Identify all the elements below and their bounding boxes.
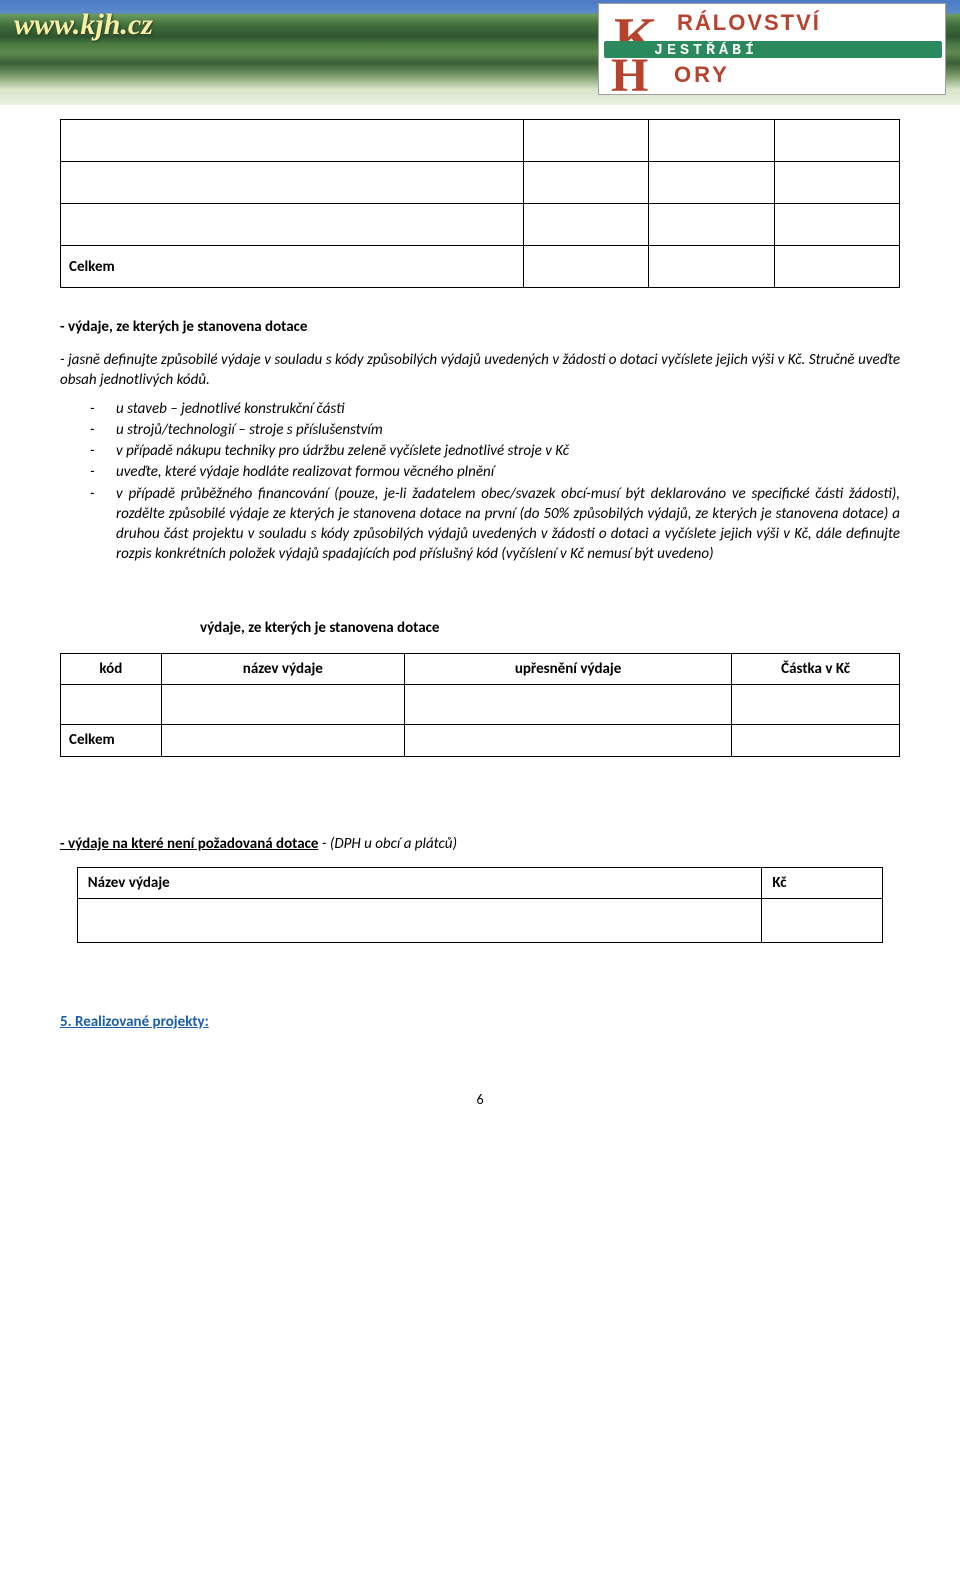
col-nazev-vydaje: Název výdaje: [77, 867, 762, 898]
list-item: u staveb – jednotlivé konstrukční části: [90, 399, 900, 419]
table-header-row: kód název výdaje upřesnění výdaje Částka…: [61, 653, 900, 684]
cell-celkem: Celkem: [61, 724, 162, 756]
section-5-heading: 5. Realizované projekty:: [60, 1013, 900, 1031]
col-kc: Kč: [762, 867, 883, 898]
logo-text-kralovstvi: RÁLOVSTVÍ: [677, 10, 821, 36]
list-item: v případě průběžného financování (pouze,…: [90, 484, 900, 565]
logo-text-jestrabi: JESTŘÁBÍ: [654, 42, 758, 59]
header-banner: www.kjh.cz K RÁLOVSTVÍ JESTŘÁBÍ H ORY: [0, 0, 960, 105]
logo-letter-h: H: [611, 48, 648, 103]
table-row: [61, 684, 900, 724]
col-kod: kód: [61, 653, 162, 684]
list-item: uveďte, které výdaje hodláte realizovat …: [90, 462, 900, 482]
expense-table-title: výdaje, ze kterých je stanovena dotace: [60, 619, 900, 637]
section-vydaje-heading: - výdaje, ze kterých je stanovena dotace: [60, 318, 900, 336]
table-row: [77, 898, 882, 942]
col-upresneni: upřesnění výdaje: [404, 653, 731, 684]
cell-celkem: Celkem: [61, 246, 524, 288]
list-item: u strojů/technologií – stroje s přísluše…: [90, 420, 900, 440]
page-content: Celkem - výdaje, ze kterých je stanovena…: [0, 105, 960, 1138]
table-row: [61, 120, 900, 162]
col-nazev: název výdaje: [161, 653, 404, 684]
section-nepozadovana: - výdaje na které není požadovaná dotace…: [60, 835, 900, 853]
logo-box: K RÁLOVSTVÍ JESTŘÁBÍ H ORY: [598, 3, 946, 95]
nepoz-italic: - (DPH u obcí a plátců): [322, 835, 457, 853]
top-table: Celkem: [60, 119, 900, 288]
intro-paragraph: - jasně definujte způsobilé výdaje v sou…: [60, 350, 900, 391]
table-row-celkem: Celkem: [61, 246, 900, 288]
logo-text-ory: ORY: [674, 62, 730, 88]
list-item: v případě nákupu techniky pro údržbu zel…: [90, 441, 900, 461]
table-row: [61, 204, 900, 246]
page-number: 6: [60, 1091, 900, 1108]
col-castka: Částka v Kč: [732, 653, 900, 684]
table-row-celkem: Celkem: [61, 724, 900, 756]
nepoz-underline: - výdaje na které není požadovaná dotace: [60, 835, 318, 853]
nazev-table: Název výdaje Kč: [77, 867, 883, 943]
table-header-row: Název výdaje Kč: [77, 867, 882, 898]
table-row: [61, 162, 900, 204]
expense-table: kód název výdaje upřesnění výdaje Částka…: [60, 653, 900, 757]
bullet-list: u staveb – jednotlivé konstrukční části …: [60, 399, 900, 565]
site-url: www.kjh.cz: [14, 8, 153, 42]
